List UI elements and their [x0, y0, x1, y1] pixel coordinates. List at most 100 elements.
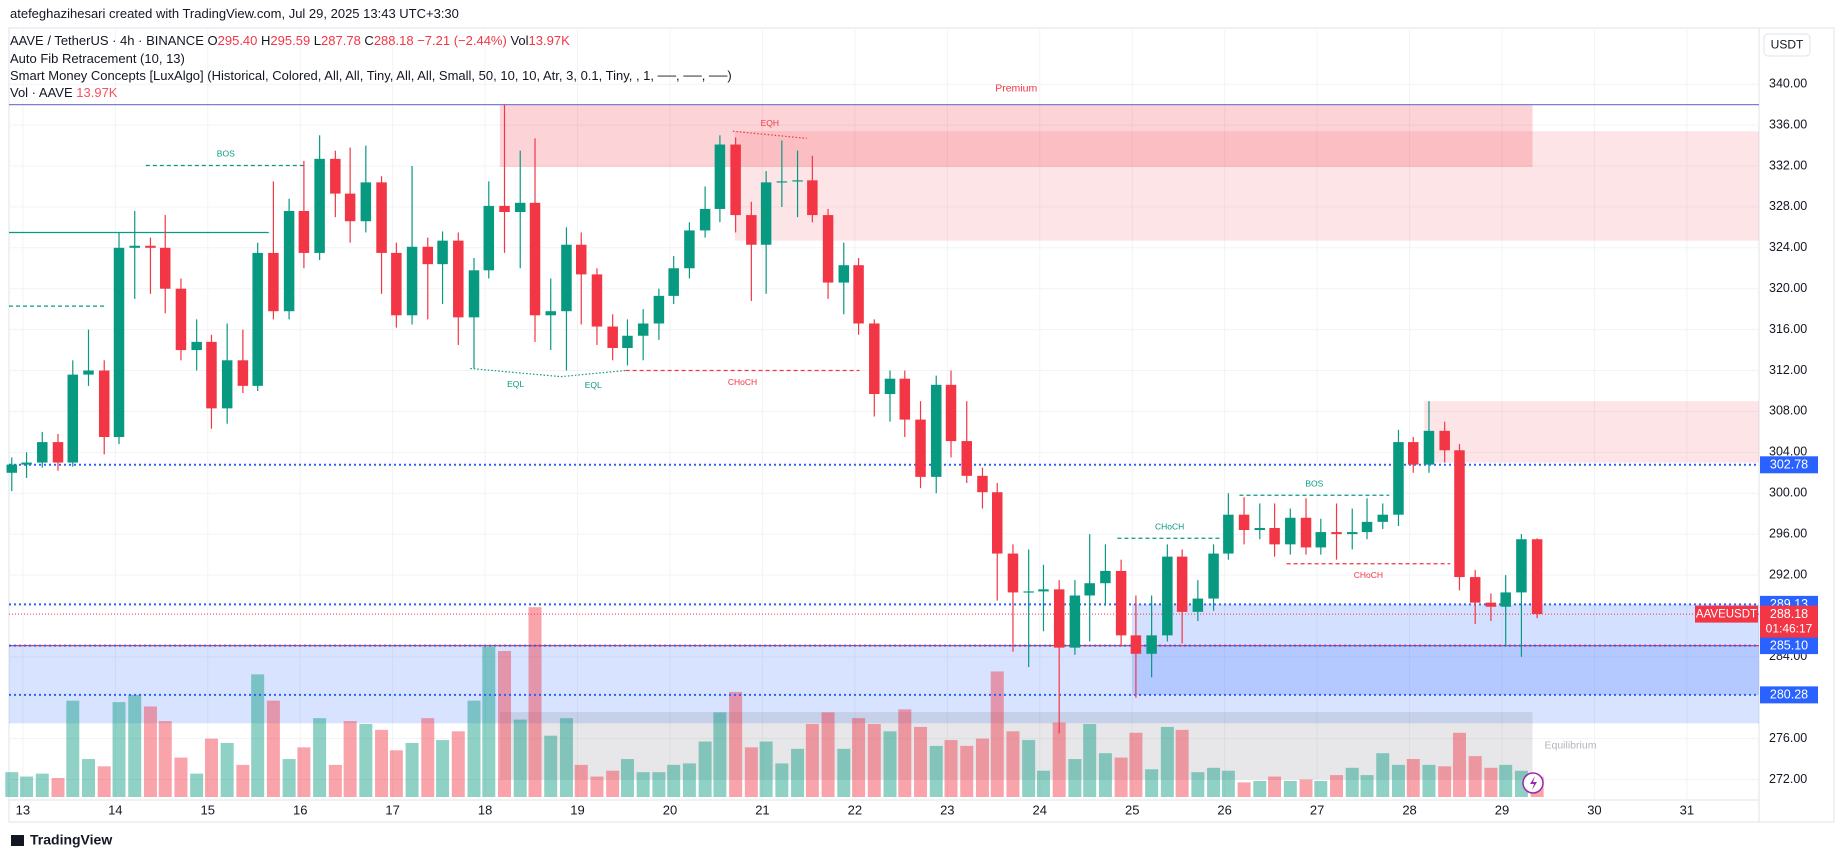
candle-body: [1408, 442, 1419, 465]
volume-bar: [620, 759, 634, 797]
candle-body: [1500, 592, 1511, 607]
y-tick-label: 272.00: [1769, 772, 1807, 786]
y-tick-label: 276.00: [1769, 731, 1807, 745]
candle-body: [853, 265, 864, 324]
x-tick-label: 21: [755, 802, 769, 817]
ohlc-value: 288.18: [373, 33, 414, 48]
candle-body: [453, 240, 464, 318]
x-tick-label: 17: [385, 802, 399, 817]
candle-body: [977, 475, 988, 493]
level-label: 285.10: [1770, 638, 1808, 652]
volume-bar: [1484, 767, 1498, 797]
volume-bar: [1376, 753, 1390, 797]
candle-body: [1377, 514, 1388, 522]
volume-bar: [128, 694, 142, 797]
candle-body: [1439, 430, 1450, 451]
candle-body: [945, 384, 957, 442]
volume-bar: [375, 729, 389, 797]
volume-bar: [190, 773, 204, 797]
candle-body: [869, 323, 880, 395]
x-tick-label: 24: [1033, 802, 1047, 817]
volume-bar: [482, 646, 496, 797]
candle-body: [637, 323, 649, 336]
candle-body: [561, 244, 572, 312]
volume-bar: [990, 671, 1004, 797]
volume-bar: [498, 651, 512, 797]
volume-bar: [1052, 722, 1066, 797]
x-tick-label: 25: [1125, 802, 1139, 817]
volume-bar: [1314, 780, 1328, 797]
volume-bar: [1499, 764, 1513, 797]
volume-bar: [451, 731, 465, 797]
candle-body: [607, 326, 618, 349]
candle-body: [622, 335, 633, 349]
volume-bar: [1468, 756, 1482, 797]
x-tick-label: 16: [293, 802, 307, 817]
vol-label: Vol: [510, 33, 529, 48]
alert-bolt: [1530, 776, 1537, 790]
volume-bar: [590, 776, 604, 797]
structure-label: BOS: [1305, 479, 1323, 489]
level-label-box: [1760, 686, 1818, 704]
x-tick-label: 13: [16, 802, 30, 817]
volume: [5, 607, 1544, 797]
volume-bar: [328, 764, 342, 797]
ohlc-value: 287.78: [321, 33, 361, 48]
volume-bar: [1253, 780, 1267, 797]
zone: [499, 104, 1533, 168]
x-tick-label: 28: [1402, 802, 1416, 817]
candle-body: [1100, 570, 1111, 584]
candle-body: [52, 442, 64, 463]
candle-body: [6, 464, 18, 473]
candle-body: [437, 240, 448, 265]
volume-bar: [1129, 732, 1143, 797]
candle-body: [668, 268, 679, 296]
volume-bar: [1268, 776, 1282, 797]
y-tick-label: 328.00: [1769, 199, 1807, 213]
volume-bar: [220, 742, 234, 797]
volume-bar: [775, 763, 789, 797]
axes: 13 14 15 16 17 18 19 20 21 22 23 24 25 26 27 28 29 30 31 34…: [16, 76, 1818, 817]
candle-body: [1084, 583, 1095, 596]
volume-bar: [682, 763, 696, 797]
ohlc-value: 295.40: [217, 33, 258, 48]
candle-body: [314, 158, 325, 253]
x-tick-label: 30: [1587, 802, 1601, 817]
candle-body: [684, 230, 695, 269]
candle-body: [714, 144, 726, 209]
currency-box[interactable]: [1763, 33, 1811, 57]
volume-bar: [1207, 767, 1221, 797]
x-tick-label: 26: [1217, 802, 1231, 817]
level-label: 280.28: [1770, 688, 1808, 702]
candle-body: [298, 210, 310, 253]
candle-body: [1254, 527, 1266, 531]
candle-body: [1454, 450, 1465, 578]
structure-label: EQH: [761, 118, 779, 128]
volume-bar: [112, 702, 126, 797]
candle-body: [545, 311, 556, 316]
structure-line: [470, 367, 561, 378]
level-label-box: [1760, 456, 1818, 474]
candle-body: [1192, 598, 1204, 612]
volume-bar: [1422, 764, 1436, 797]
x-tick-label: 31: [1680, 802, 1694, 817]
candle-body: [1146, 635, 1157, 654]
zone-label: Premium: [995, 82, 1037, 94]
volume-bar: [528, 607, 542, 797]
brand: TradingView: [30, 832, 112, 848]
volume-bar: [1191, 772, 1205, 797]
y-tick-label: 336.00: [1769, 117, 1807, 131]
structure-label: CHoCH: [728, 377, 757, 387]
volume-bar: [1006, 731, 1020, 797]
zone: [499, 712, 1533, 780]
volume-bar: [1221, 770, 1235, 797]
volume-bar: [467, 700, 481, 797]
candle-body: [113, 247, 125, 437]
candle-body: [499, 205, 510, 213]
legend-main: AAVE / TetherUS · 4h · BINANCE O295.40 H…: [10, 33, 570, 48]
candle-body: [237, 360, 249, 386]
candle-body: [283, 210, 295, 312]
candle-body: [699, 208, 711, 231]
volume-bar: [1114, 757, 1128, 797]
volume-bar: [898, 709, 912, 797]
